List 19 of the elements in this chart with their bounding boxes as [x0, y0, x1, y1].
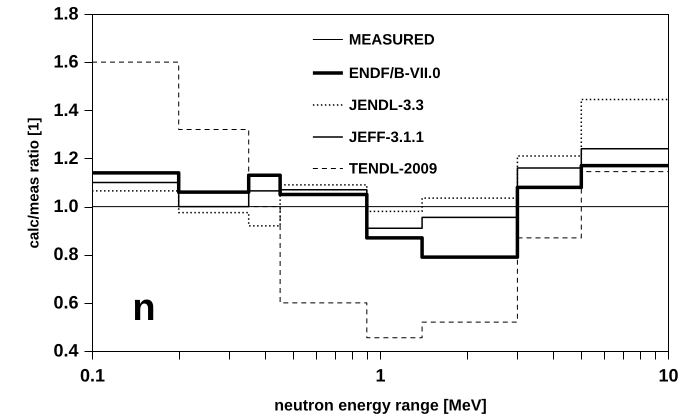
y-tick-label: 0.8 [53, 244, 78, 264]
y-tick-label: 1.4 [53, 100, 78, 120]
legend-label: JEFF-3.1.1 [348, 129, 424, 146]
x-axis-title: neutron energy range [MeV] [274, 398, 487, 414]
legend-label: MEASURED [348, 32, 435, 48]
y-tick-label: 0.6 [53, 292, 78, 312]
y-tick-label: 0.4 [53, 340, 78, 360]
legend-label: TENDL-2009 [348, 160, 438, 178]
legend-label: ENDF/B-VII.0 [348, 65, 441, 82]
x-tick-label: 1 [375, 366, 386, 386]
legend-label: JENDL-3.3 [348, 97, 424, 114]
y-tick-label: 1.6 [53, 52, 78, 72]
x-tick-label: 0.1 [80, 366, 106, 386]
x-tick-label: 10 [658, 366, 679, 386]
y-tick-label: 1.0 [53, 196, 78, 216]
annotation: n [132, 287, 156, 329]
y-axis-title: calc/meas ratio [1] [25, 118, 42, 248]
y-tick-label: 1.8 [53, 4, 78, 24]
y-tick-label: 1.2 [53, 148, 78, 168]
